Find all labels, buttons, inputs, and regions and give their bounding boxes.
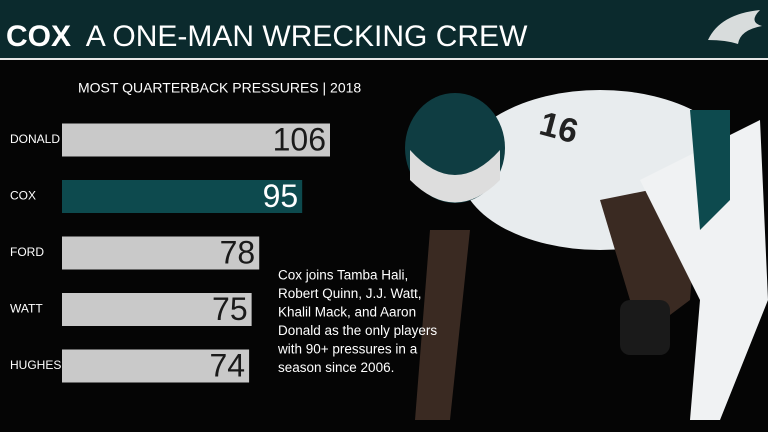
team-logo bbox=[708, 10, 762, 44]
title-bold: COX bbox=[6, 20, 71, 53]
value-label: 78 bbox=[220, 234, 256, 270]
category-label: HUGHES bbox=[10, 358, 61, 372]
bar bbox=[62, 180, 303, 213]
annotation-line: season since 2006. bbox=[278, 360, 394, 375]
category-label: FORD bbox=[10, 245, 44, 259]
header-rule bbox=[0, 58, 768, 60]
bar-group: DONALD 106 COX 95 FORD 78 WATT 75 HUGHES 74 bbox=[10, 121, 330, 383]
value-label: 74 bbox=[210, 347, 246, 383]
annotation-line: with 90+ pressures in a bbox=[277, 342, 418, 357]
bar bbox=[62, 236, 260, 270]
header-bar bbox=[0, 0, 768, 58]
value-label: 95 bbox=[263, 178, 299, 214]
annotation-line: Donald as the only players bbox=[278, 323, 437, 338]
category-label: COX bbox=[10, 189, 36, 203]
annotation-line: Khalil Mack, and Aaron bbox=[278, 305, 416, 320]
chart-title: COX A ONE-MAN WRECKING CREW bbox=[6, 20, 528, 53]
annotation: Cox joins Tamba Hali, Robert Quinn, J.J. … bbox=[277, 268, 437, 376]
category-label: DONALD bbox=[10, 132, 60, 146]
value-label: 75 bbox=[212, 291, 248, 327]
value-label: 106 bbox=[273, 121, 326, 157]
bar bbox=[62, 349, 250, 383]
title-text: A ONE-MAN WRECKING CREW bbox=[86, 20, 528, 53]
bar bbox=[62, 123, 330, 157]
bar bbox=[62, 293, 252, 326]
category-label: WATT bbox=[10, 302, 43, 316]
player-illustration: 16 bbox=[405, 90, 768, 420]
annotation-line: Robert Quinn, J.J. Watt, bbox=[278, 286, 422, 301]
chart-subtitle: MOST QUARTERBACK PRESSURES | 2018 bbox=[78, 80, 361, 96]
annotation-line: Cox joins Tamba Hali, bbox=[278, 268, 408, 283]
